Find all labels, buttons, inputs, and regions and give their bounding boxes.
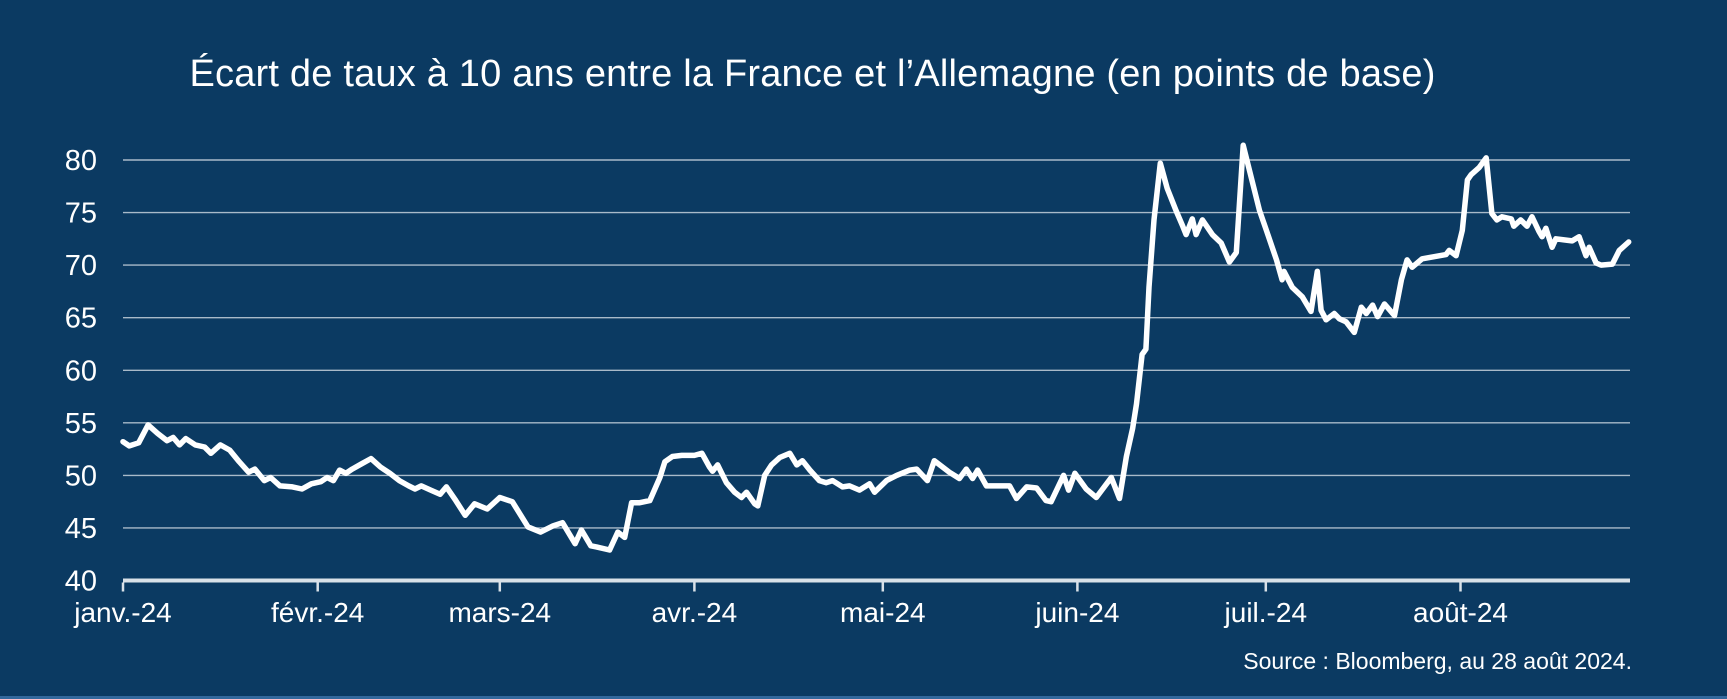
- x-tick-label: juin-24: [1034, 597, 1119, 628]
- y-tick-label: 80: [65, 145, 97, 177]
- y-tick-label: 50: [65, 460, 97, 492]
- y-tick-label: 70: [65, 250, 97, 282]
- x-tick-label: avr.-24: [652, 597, 738, 628]
- y-tick-label: 75: [65, 198, 97, 230]
- y-tick-label: 55: [65, 408, 97, 440]
- y-tick-label: 40: [65, 566, 97, 598]
- bottom-accent-strip: [0, 696, 1727, 699]
- spread-line: [120, 142, 1632, 553]
- x-tick-label: janv.-24: [73, 597, 172, 628]
- chart-title: Écart de taux à 10 ans entre la France e…: [189, 53, 1436, 95]
- y-tick-label: 65: [65, 303, 97, 335]
- x-tick-label: févr.-24: [271, 597, 364, 628]
- x-tick-label: juil.-24: [1224, 597, 1307, 628]
- x-tick-label: mai-24: [840, 597, 926, 628]
- y-tick-label: 45: [65, 513, 97, 545]
- source-caption: Source : Bloomberg, au 28 août 2024.: [1243, 648, 1632, 674]
- y-tick-label: 60: [65, 355, 97, 387]
- x-tick-label: mars-24: [448, 597, 551, 628]
- x-tick-label: août-24: [1413, 597, 1508, 628]
